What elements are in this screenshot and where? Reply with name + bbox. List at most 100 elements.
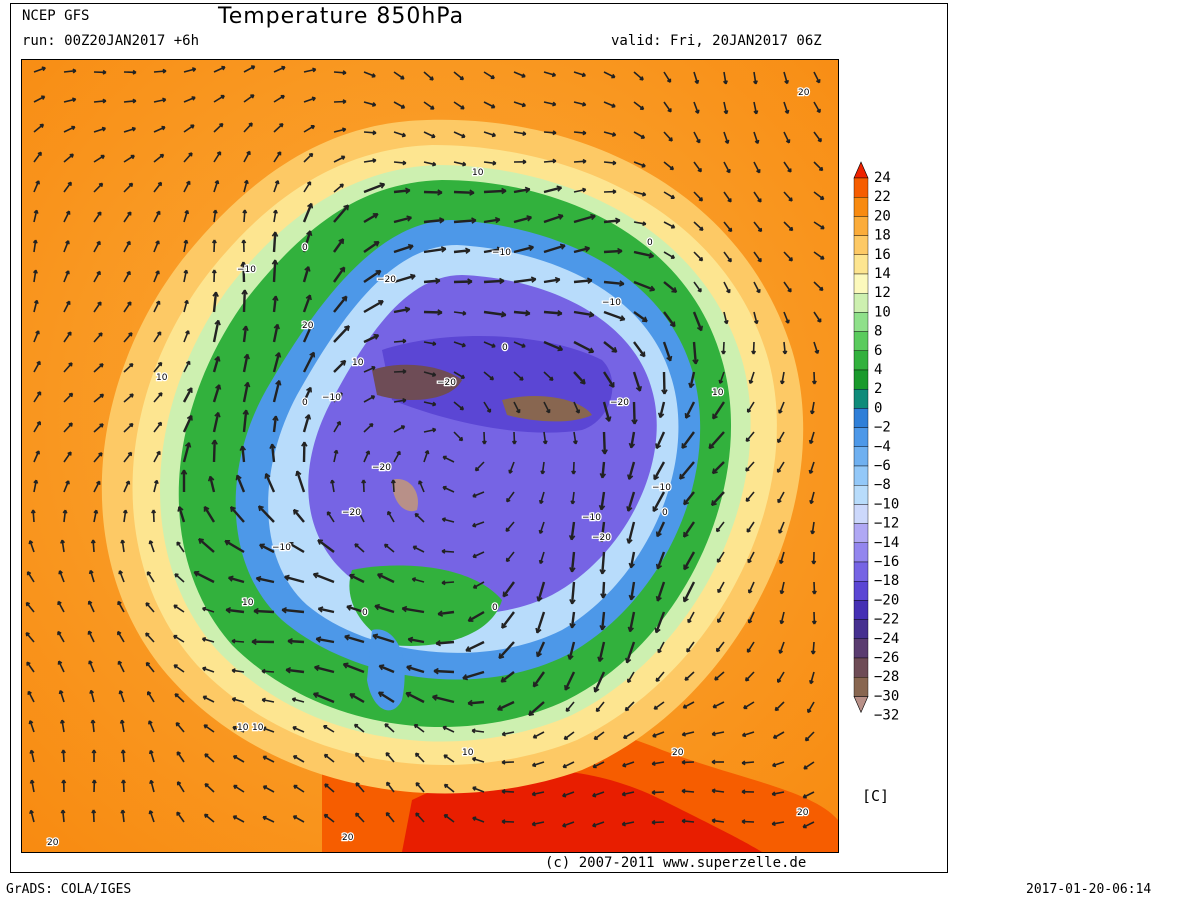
wind-arrow	[145, 632, 155, 643]
wind-arrow-head	[72, 97, 77, 103]
wind-arrow-head	[98, 452, 103, 457]
wind-arrow	[393, 399, 407, 403]
contour-label: 10	[237, 723, 249, 733]
wind-arrow-head	[569, 599, 576, 605]
wind-arrow-head	[390, 479, 396, 484]
wind-arrow-head	[231, 668, 236, 674]
wind-arrow-head	[29, 809, 34, 815]
wind-arrow-head	[669, 321, 676, 328]
wind-arrow	[285, 668, 305, 674]
legend-level-label: 6	[874, 343, 882, 359]
wind-arrow-head	[682, 596, 689, 603]
wind-arrow	[627, 491, 636, 512]
wind-arrow-head	[687, 619, 692, 624]
wind-arrow	[363, 423, 374, 433]
wind-arrow-head	[458, 436, 464, 442]
wind-arrow	[753, 161, 761, 174]
wind-arrow	[302, 414, 311, 433]
wind-arrow-head	[26, 571, 32, 576]
wind-arrow-head	[655, 563, 663, 570]
wind-arrow-head	[817, 318, 822, 323]
wind-arrow-head	[717, 618, 722, 624]
wind-arrow	[622, 821, 635, 826]
contour-label: 10	[352, 358, 364, 368]
wind-arrow-head	[342, 127, 347, 133]
wind-arrow	[303, 97, 316, 103]
wind-arrow	[63, 422, 73, 433]
wind-arrow-head	[718, 379, 724, 384]
wind-arrow	[153, 182, 162, 193]
wind-arrow-head	[396, 450, 401, 456]
wind-arrow	[505, 551, 515, 562]
wind-arrow-head	[536, 651, 542, 658]
wind-arrow-head	[410, 273, 416, 280]
wind-arrow	[783, 131, 790, 144]
wind-arrow-head	[563, 735, 568, 740]
wind-arrow-head	[279, 123, 284, 128]
wind-arrow-head	[611, 132, 617, 137]
legend-level-label: −22	[874, 612, 899, 628]
wind-arrow-head	[432, 694, 438, 701]
wind-arrow	[683, 551, 696, 571]
wind-arrow	[472, 521, 485, 527]
wind-arrow	[423, 371, 436, 376]
wind-arrow	[93, 510, 98, 523]
wind-arrow	[232, 698, 245, 703]
wind-arrow-head	[722, 80, 728, 85]
wind-arrow-head	[778, 649, 784, 654]
wind-arrow	[153, 210, 161, 223]
wind-arrow	[173, 664, 185, 673]
wind-arrow	[748, 581, 755, 594]
wind-arrow-head	[502, 591, 509, 598]
wind-arrow-head	[521, 73, 526, 78]
wind-arrow	[243, 180, 248, 193]
wind-arrow	[625, 641, 636, 664]
wind-arrow	[601, 611, 606, 631]
wind-arrow	[33, 391, 42, 403]
wind-arrow	[323, 725, 335, 733]
contour-label: −10	[652, 483, 671, 493]
legend-level-label: 14	[874, 266, 891, 282]
wind-arrow-head	[36, 360, 41, 366]
wind-arrow	[753, 311, 758, 324]
wind-arrow-head	[727, 258, 732, 263]
wind-arrow-head	[193, 570, 200, 577]
wind-arrow-head	[717, 588, 722, 594]
wind-arrow	[692, 341, 697, 364]
wind-arrow-head	[371, 365, 376, 371]
wind-arrow-head	[415, 782, 420, 787]
wind-arrow	[324, 753, 335, 763]
wind-arrow-head	[148, 540, 154, 545]
wind-arrow	[384, 543, 395, 553]
wind-arrow-head	[696, 139, 701, 144]
wind-arrow	[153, 240, 160, 253]
wind-arrow	[243, 65, 255, 73]
wind-arrow	[543, 160, 556, 163]
wind-arrow-head	[435, 277, 441, 285]
wind-arrow	[513, 216, 532, 224]
wind-arrow-head	[682, 704, 687, 709]
wind-arrow	[453, 190, 475, 194]
wind-arrow-head	[127, 451, 133, 457]
blue-tongue	[367, 629, 405, 711]
wind-arrow-head	[243, 179, 249, 185]
wind-arrow-head	[536, 596, 543, 602]
wind-arrow-head	[432, 401, 437, 407]
wind-arrow	[174, 573, 185, 583]
contour-label: −10	[582, 513, 601, 523]
wind-arrow-head	[365, 450, 371, 455]
wind-arrow-head	[747, 559, 752, 564]
wind-arrow-head	[497, 704, 503, 711]
wind-arrow-head	[284, 574, 290, 581]
wind-arrow	[29, 540, 35, 553]
wind-arrow-head	[809, 679, 814, 685]
wind-arrow-head	[68, 392, 74, 398]
wind-arrow-head	[157, 331, 162, 336]
wind-arrow	[711, 789, 725, 793]
legend-level-label: −12	[874, 516, 899, 532]
wind-arrow	[783, 71, 789, 84]
legend-swatch	[853, 312, 869, 332]
wind-arrow-head	[36, 391, 42, 396]
wind-arrow	[693, 221, 704, 231]
wind-arrow-head	[472, 584, 478, 589]
